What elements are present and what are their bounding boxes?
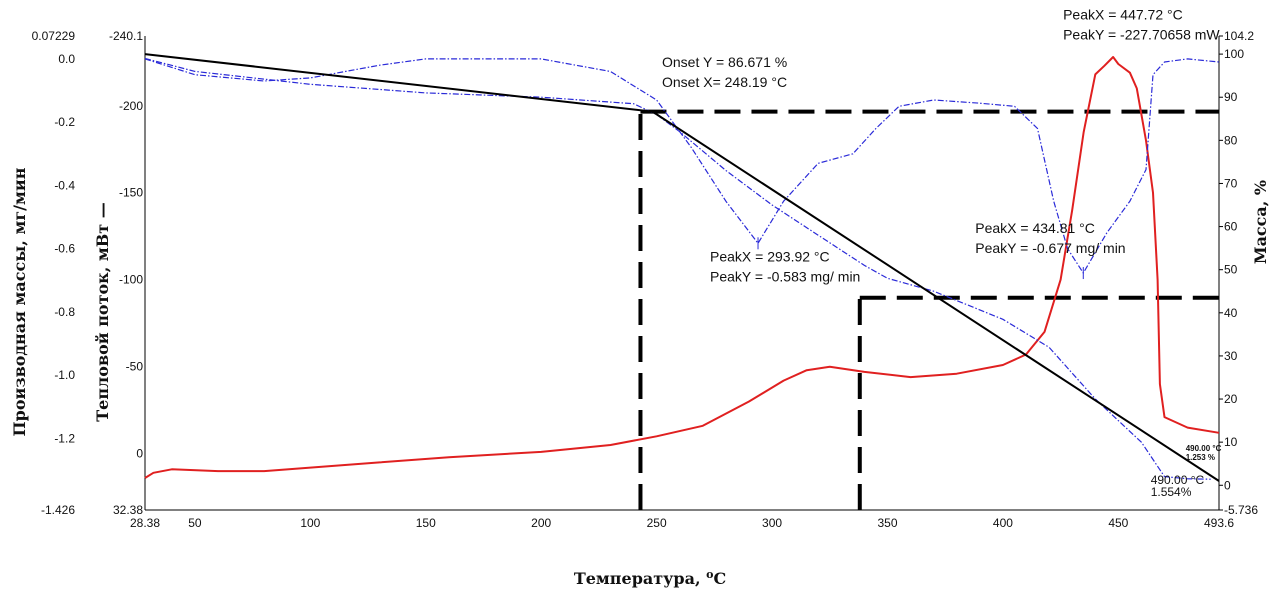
x-tick-label: 250	[647, 516, 667, 530]
x-tick-label: 400	[993, 516, 1013, 530]
y-axis-title-heat-flow: Тепловой поток, мВт —	[93, 202, 112, 422]
annotation-text: PeakX = 293.92 °C	[710, 248, 830, 264]
derivative-axis-ticks: 0.07229 0.0 -0.2 -0.4 -0.6 -0.8 -1.0 -1.2 -1.426	[32, 29, 76, 517]
heat-flow-tick-label: -100	[119, 273, 143, 287]
mass-tick-label: 40	[1224, 306, 1238, 320]
mass-tick-label: 60	[1224, 220, 1238, 234]
mass-tick-label: 70	[1224, 176, 1238, 190]
annotation-text: PeakY = -0.677 mg/ min	[975, 240, 1125, 256]
annotation-text: PeakY = -0.583 mg/ min	[710, 268, 860, 284]
mass-tick-label: 10	[1224, 435, 1238, 449]
heat-flow-axis-ticks: -240.1 -200 -150 -100 -50 0 32.38	[109, 29, 143, 517]
mass-series	[144, 57, 1211, 480]
heat-flow-series	[144, 56, 1220, 479]
x-tick-label: 450	[1108, 516, 1128, 530]
x-tick-label: 200	[531, 516, 551, 530]
heat-flow-tick-label: 0	[136, 447, 143, 461]
annotation-text: PeakX = 447.72 °C	[1063, 7, 1183, 23]
heat-flow-tick-label: -150	[119, 186, 143, 200]
derivative-tick-label: -1.0	[54, 368, 75, 382]
x-tick-label: 300	[762, 516, 782, 530]
mass-tick-label: 0	[1224, 478, 1231, 492]
annotations: Onset Y = 86.671 % Onset X= 248.19 °C Peak…	[662, 7, 1222, 499]
derivative-tick-label: -0.2	[54, 115, 75, 129]
x-axis-ticks: 28.38 50 100 150 200 250 300 350 400 450 493.6	[130, 516, 1234, 530]
heat-flow-tick-label: -200	[119, 99, 143, 113]
data-series	[144, 53, 1220, 482]
mass-tick-label: 104.2	[1224, 29, 1254, 43]
guide-lines	[638, 109, 1219, 510]
endpoint-label: 1.554%	[1151, 485, 1192, 499]
annotation-text: Onset Y = 86.671 %	[662, 54, 787, 70]
derivative-tick-label: -1.2	[54, 432, 75, 446]
y-axis-title-mass: Масса, %	[1251, 180, 1270, 264]
x-tick-label: 100	[300, 516, 320, 530]
derivative-tick-label: -0.4	[54, 178, 75, 192]
tangent-line	[144, 53, 1220, 482]
mass-tick-label: 100	[1224, 47, 1244, 61]
mass-tick-label: -5.736	[1224, 503, 1258, 517]
y-axis-title-derivative: Производная массы, мг/мин	[10, 167, 29, 436]
endpoint-label: 490.00 °C	[1151, 473, 1205, 487]
x-axis-title-sup: o	[706, 568, 713, 581]
annotation-text: Onset X= 248.19 °C	[662, 74, 787, 90]
endpoint-label: 1.253 %	[1186, 453, 1215, 462]
x-axis-title-main: Температура,	[574, 569, 706, 588]
x-axis-title: Температура, oC	[574, 568, 726, 589]
x-tick-label: 350	[877, 516, 897, 530]
mass-tick-label: 20	[1224, 392, 1238, 406]
derivative-tick-label: -1.426	[41, 503, 75, 517]
mass-tick-label: 80	[1224, 133, 1238, 147]
plot-frame	[144, 36, 1220, 511]
annotation-text: PeakY = -227.70658 mW	[1063, 27, 1220, 43]
derivative-tick-label: 0.0	[58, 52, 75, 66]
x-tick-label: 150	[416, 516, 436, 530]
heat-flow-tick-label: 32.38	[113, 503, 143, 517]
mass-tick-label: 90	[1224, 90, 1238, 104]
mass-tick-label: 30	[1224, 349, 1238, 363]
heat-flow-tick-label: -50	[126, 360, 144, 374]
endpoint-label: 490.00 °C	[1186, 444, 1222, 453]
x-tick-label: 28.38	[130, 516, 160, 530]
x-axis-title-unit: C	[713, 569, 726, 588]
mass-tick-label: 50	[1224, 263, 1238, 277]
x-tick-label: 493.6	[1204, 516, 1234, 530]
derivative-tick-label: -0.6	[54, 242, 75, 256]
x-tick-label: 50	[188, 516, 202, 530]
derivative-tick-label: 0.07229	[32, 29, 76, 43]
derivative-series	[144, 58, 1220, 274]
annotation-text: PeakX = 434.81 °C	[975, 220, 1095, 236]
heat-flow-tick-label: -240.1	[109, 29, 143, 43]
derivative-tick-label: -0.8	[54, 305, 75, 319]
